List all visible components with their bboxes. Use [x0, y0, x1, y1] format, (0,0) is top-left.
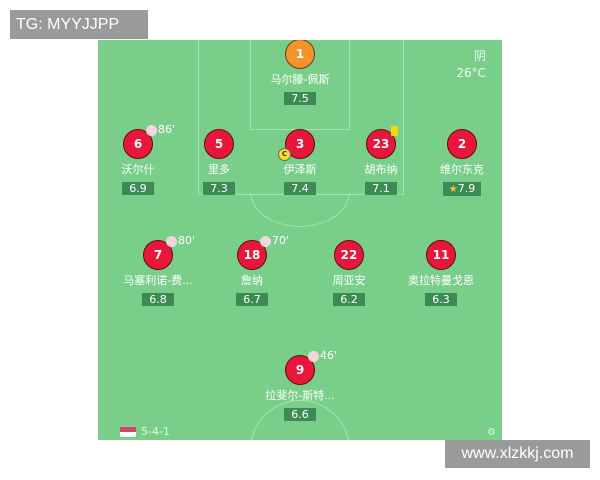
player-name: 胡布纳 — [364, 163, 398, 176]
player-number: 1 — [285, 40, 315, 69]
player-name: 伊泽斯 — [283, 163, 317, 176]
substitution-indicator: 46' — [308, 350, 337, 362]
player-name: 里多 — [208, 163, 230, 176]
player-rating: 6.6 — [284, 408, 316, 421]
player-number: 23 — [366, 126, 398, 159]
player[interactable]: 1 马尔滕-佩斯 7.5 — [255, 40, 345, 106]
player-number: 2 — [447, 129, 477, 159]
substitution-icon — [308, 350, 319, 362]
player-rating: 7.3 — [203, 182, 235, 195]
player-name: 马尔滕-佩斯 — [270, 73, 330, 86]
player-rating: 6.7 — [236, 293, 268, 306]
formation: 5-4-1 — [120, 425, 170, 438]
substitution-indicator: 70' — [260, 235, 289, 247]
watermark-top: TG: MYYJJPP — [10, 10, 148, 39]
pitch: 阴 26°C 1 马尔滕-佩斯 7.5 6 86' 沃尔什 6.9 5 里多 7.3 3 C… — [98, 40, 502, 440]
substitution-indicator: 86' — [146, 124, 175, 136]
weather: 阴 26°C — [456, 48, 486, 82]
player-number: 9 46' — [285, 350, 337, 385]
player-name: 拉斐尔-斯特... — [265, 389, 335, 402]
formation-label: 5-4-1 — [141, 425, 170, 438]
player-rating: 7.5 — [284, 92, 316, 105]
player-name: 詹纳 — [241, 274, 263, 287]
player-rating: 6.9 — [122, 182, 154, 195]
player[interactable]: 23 胡布纳 7.1 — [336, 126, 426, 196]
weather-temperature: 26°C — [456, 66, 486, 80]
player[interactable]: 5 里多 7.3 — [174, 129, 264, 196]
player-number: 11 — [426, 240, 456, 270]
weather-condition: 阴 — [473, 49, 486, 63]
player-rating: 6.2 — [333, 293, 365, 306]
player-number: 7 80' — [143, 235, 195, 270]
player-name: 周亚安 — [332, 274, 366, 287]
player-name: 马塞利诺-费... — [123, 274, 193, 287]
player[interactable]: 7 80' 马塞利诺-费... 6.8 — [113, 235, 203, 307]
player-name: 维尔东克 — [440, 163, 484, 176]
player[interactable]: 6 86' 沃尔什 6.9 — [98, 124, 183, 196]
substitution-icon — [146, 124, 157, 136]
player[interactable]: 2 维尔东克 ★7.9 — [417, 129, 502, 196]
substitution-icon — [166, 235, 177, 247]
player[interactable]: 22 周亚安 6.2 — [304, 240, 394, 307]
yellow-card-icon — [391, 126, 398, 136]
substitution-icon — [260, 235, 271, 247]
player-number: 5 — [204, 129, 234, 159]
player-rating: 7.1 — [365, 182, 397, 195]
player-number: 18 70' — [237, 235, 289, 270]
substitution-indicator: 80' — [166, 235, 195, 247]
captain-badge: C — [278, 148, 291, 161]
team-flag-icon — [120, 427, 136, 437]
player-rating: ★7.9 — [442, 182, 482, 196]
player-name: 沃尔什 — [121, 163, 155, 176]
player[interactable]: 9 46' 拉斐尔-斯特... 6.6 — [255, 350, 345, 422]
star-icon: ★ — [448, 184, 458, 195]
player-rating: 6.3 — [425, 293, 457, 306]
player-number: 22 — [334, 240, 364, 270]
player-number: 6 86' — [123, 124, 175, 159]
player-rating: 7.4 — [284, 182, 316, 195]
player-rating: 6.8 — [142, 293, 174, 306]
watermark-bottom: www.xlzkkj.com — [445, 440, 590, 468]
player[interactable]: 18 70' 詹纳 6.7 — [207, 235, 297, 307]
player[interactable]: 11 奥拉特曼戈恩 6.3 — [396, 240, 486, 307]
player-name: 奥拉特曼戈恩 — [408, 274, 474, 287]
settings-icon[interactable]: ⚙ — [487, 427, 496, 438]
